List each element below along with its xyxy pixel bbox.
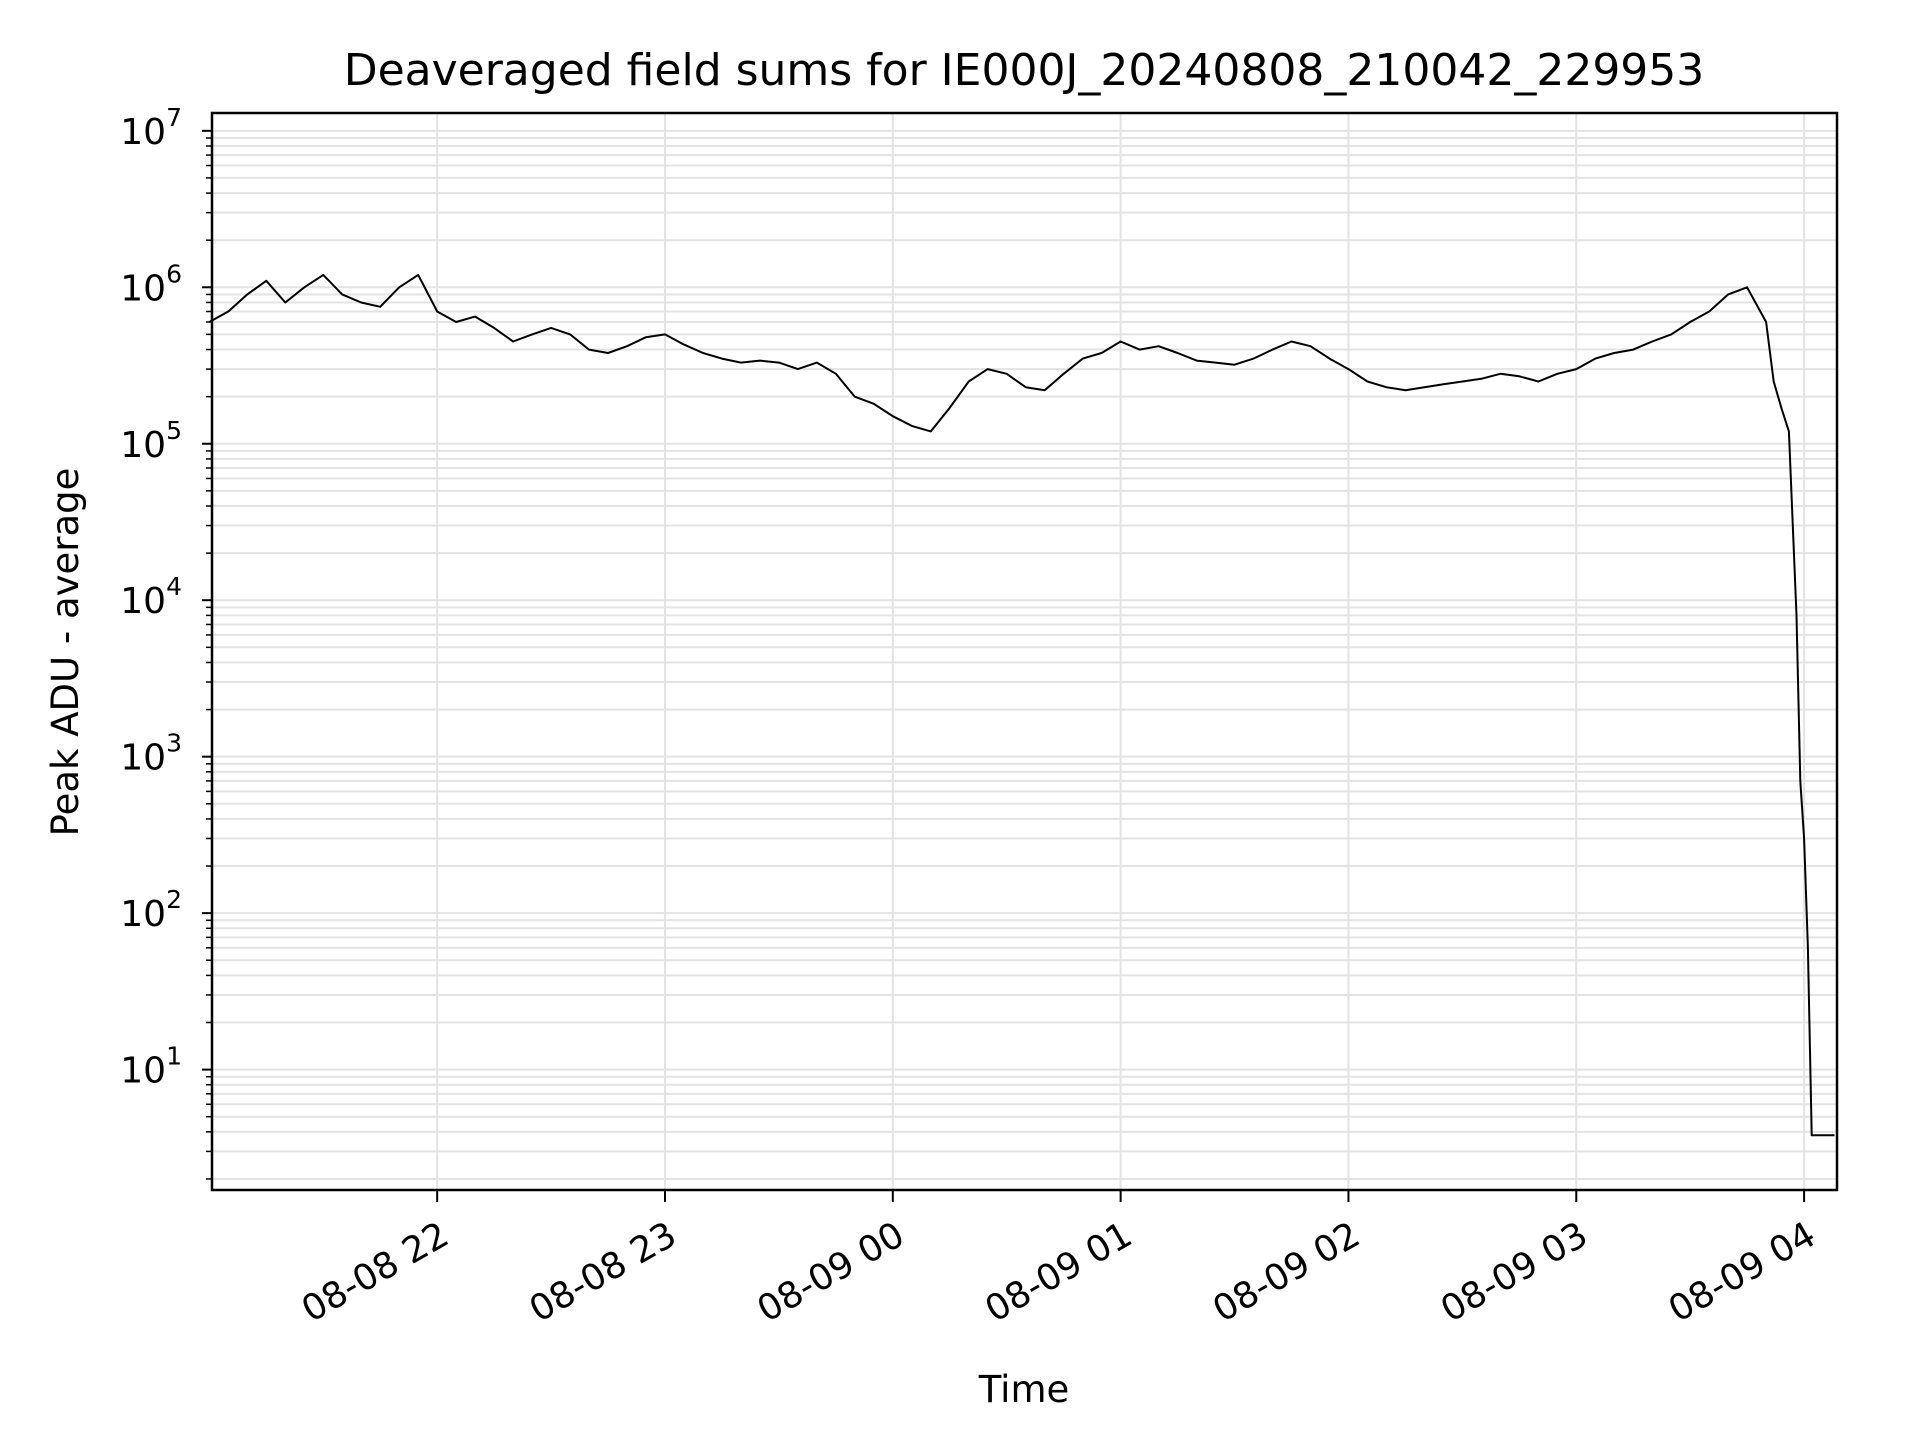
y-tick-exponent: 4 <box>166 572 182 601</box>
y-tick-label: 101 <box>120 1042 182 1092</box>
y-tick-exponent: 2 <box>166 885 182 914</box>
y-tick-exponent: 7 <box>166 103 182 132</box>
y-tick-base: 10 <box>120 1051 166 1092</box>
y-tick-exponent: 1 <box>166 1042 182 1071</box>
y-tick-exponent: 6 <box>166 259 182 288</box>
y-tick-base: 10 <box>120 425 166 466</box>
major-gridlines <box>212 113 1837 1190</box>
y-tick-label: 102 <box>120 885 182 935</box>
plot-area-frame <box>210 111 1839 1192</box>
y-tick-base: 10 <box>120 112 166 153</box>
y-tick-base: 10 <box>120 268 166 309</box>
y-tick-label: 106 <box>120 259 182 309</box>
y-tick-exponent: 3 <box>166 729 182 758</box>
y-tick-label: 104 <box>120 572 182 622</box>
y-tick-base: 10 <box>120 581 166 622</box>
y-tick-base: 10 <box>120 894 166 935</box>
series-layer <box>208 273 1835 1137</box>
series-line <box>208 273 1835 1137</box>
minor-gridlines <box>212 136 1837 1180</box>
y-tick-base: 10 <box>120 738 166 779</box>
x-axis-label: Time <box>978 1368 1070 1411</box>
y-tick-exponent: 5 <box>166 416 182 445</box>
chart-title: Deaveraged field sums for IE000J_2024080… <box>344 45 1705 96</box>
y-tick-label: 105 <box>120 416 182 466</box>
y-tick-label: 107 <box>120 103 182 153</box>
y-axis-label: Peak ADU - average <box>44 468 87 837</box>
y-tick-label: 103 <box>120 729 182 779</box>
